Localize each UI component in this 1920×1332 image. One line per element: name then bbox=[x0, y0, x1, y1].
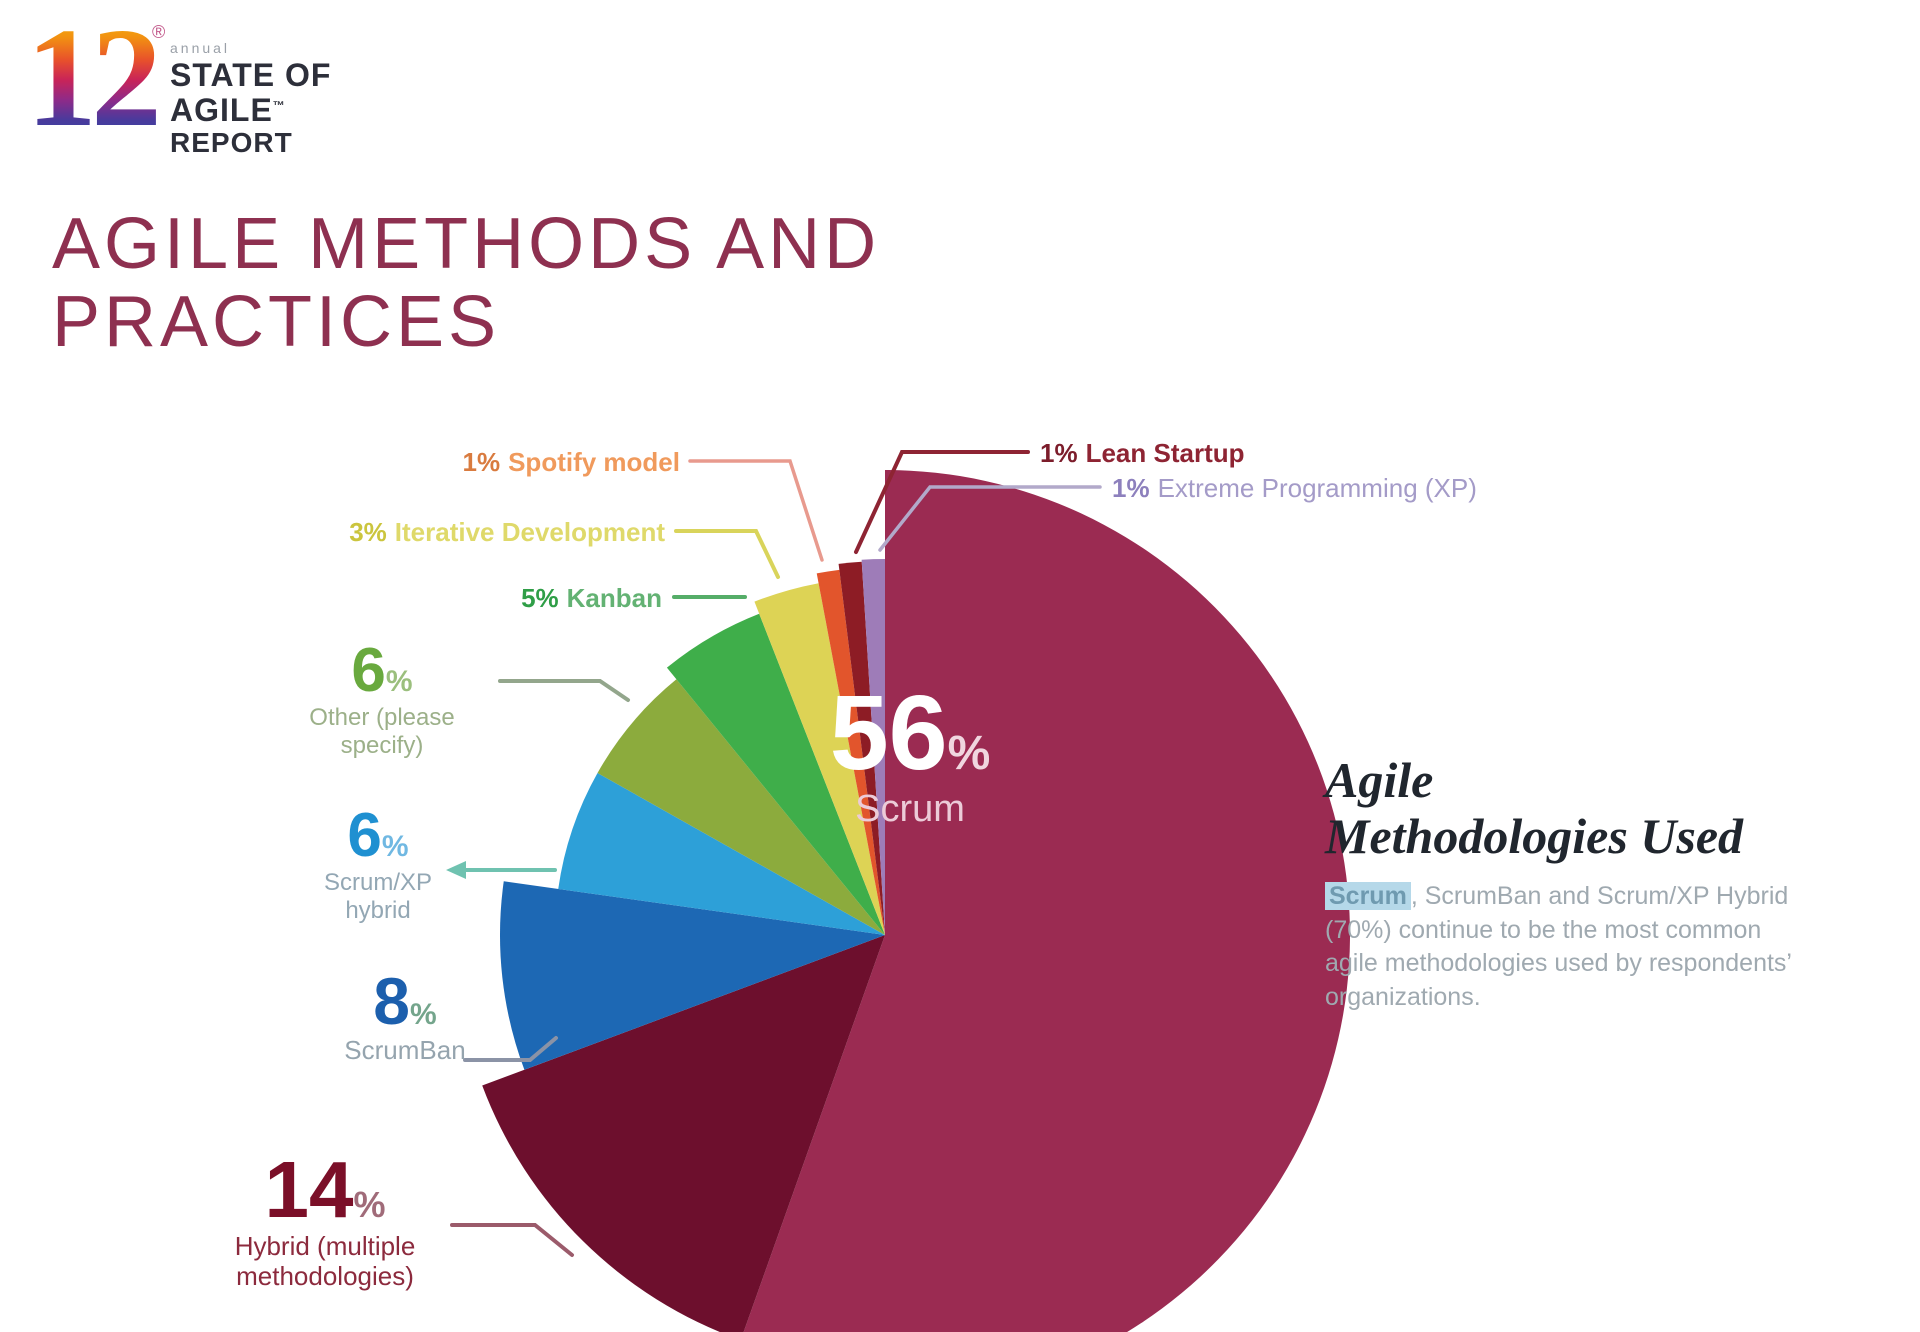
leader-line-scrumban bbox=[463, 1036, 558, 1062]
pie-slice-scrum-xp-hybrid bbox=[558, 772, 885, 935]
leader-line-xp bbox=[878, 485, 1102, 552]
kanban-percent: 5% bbox=[521, 583, 559, 613]
pie-slice-lean-startup bbox=[838, 561, 885, 935]
logo-annual-label: annual bbox=[170, 40, 231, 56]
callout-spotify: 1% Spotify model bbox=[380, 447, 680, 478]
kanban-label: Kanban bbox=[566, 583, 662, 613]
scrum-value: 56 bbox=[829, 674, 948, 792]
lean-percent: 1% bbox=[1040, 438, 1078, 468]
logo-wordmark: annual STATE OF AGILE™ REPORT bbox=[170, 40, 331, 159]
hybrid-value: 14 bbox=[264, 1145, 354, 1234]
callout-hybrid: 14% Hybrid (multiple methodologies) bbox=[175, 1150, 475, 1292]
logo-agile: AGILE™ bbox=[170, 91, 286, 128]
logo-report: REPORT bbox=[170, 127, 293, 159]
sidebar-paragraph-rest: , ScrumBan and Scrum/XP Hybrid (70%) con… bbox=[1325, 882, 1792, 1011]
callout-leader-lines bbox=[446, 450, 1102, 1257]
hybrid-label: Hybrid (multiple methodologies) bbox=[234, 1231, 416, 1291]
page-title-line1: AGILE METHODS AND bbox=[52, 204, 881, 284]
spotify-label: Spotify model bbox=[508, 447, 680, 477]
page-title-line2: PRACTICES bbox=[52, 281, 501, 362]
registered-mark: ® bbox=[152, 22, 166, 42]
scrumxp-label: Scrum/XP hybrid bbox=[323, 869, 433, 924]
pie-slice-hybrid-multiple-methodologies bbox=[482, 935, 885, 1332]
pie-slices bbox=[482, 470, 1350, 1332]
lean-label: Lean Startup bbox=[1085, 438, 1245, 468]
callout-kanban: 5% Kanban bbox=[412, 583, 662, 614]
scrumban-value: 8 bbox=[373, 964, 411, 1038]
scrum-percent-sign: % bbox=[947, 727, 991, 780]
scrumban-label: ScrumBan bbox=[344, 1035, 466, 1065]
leader-line-spotify bbox=[688, 459, 824, 562]
leader-line-iterative bbox=[674, 529, 780, 579]
sidebar-heading: Agile Methodologies Used bbox=[1325, 752, 1805, 864]
pie-slice-extreme-programming-xp bbox=[861, 559, 885, 935]
pie-slice-spotify-model bbox=[816, 569, 885, 935]
logo-12-numeral: 12 bbox=[26, 0, 162, 156]
pie-slice-scrumban bbox=[500, 881, 885, 1070]
pie-slice-other-please-specify bbox=[597, 679, 885, 935]
scrum-name: Scrum bbox=[855, 788, 965, 830]
callout-lean-startup: 1% Lean Startup bbox=[1040, 438, 1245, 469]
pie-center-label: 56% Scrum bbox=[770, 680, 1050, 831]
pie-slice-iterative-development bbox=[754, 583, 885, 935]
sidebar-paragraph: Scrum, ScrumBan and Scrum/XP Hybrid (70%… bbox=[1325, 880, 1795, 1014]
iterative-label: Iterative Development bbox=[394, 517, 665, 547]
page-title: AGILE METHODS AND PRACTICES bbox=[52, 204, 881, 362]
spotify-percent: 1% bbox=[462, 447, 501, 477]
xp-label: Extreme Programming (XP) bbox=[1157, 473, 1477, 503]
leader-line-other bbox=[498, 679, 630, 702]
logo-state-of: STATE OF bbox=[170, 57, 332, 93]
hybrid-percent-sign: % bbox=[353, 1184, 386, 1225]
scrumban-percent-sign: % bbox=[410, 998, 437, 1031]
other-percent-sign: % bbox=[385, 665, 413, 698]
leader-arrow-scrumxp bbox=[446, 861, 466, 879]
scrumxp-value: 6 bbox=[347, 801, 382, 870]
callout-iterative: 3% Iterative Development bbox=[315, 517, 665, 548]
other-label: Other (please specify) bbox=[309, 704, 455, 759]
leader-line-hybrid bbox=[450, 1223, 574, 1257]
iterative-percent: 3% bbox=[349, 517, 387, 547]
callout-scrumxp-hybrid: 6% Scrum/XP hybrid bbox=[258, 805, 498, 924]
callout-extreme-programming: 1% Extreme Programming (XP) bbox=[1112, 473, 1477, 504]
pie-slice-kanban bbox=[666, 613, 885, 935]
other-value: 6 bbox=[351, 636, 386, 705]
sidebar-heading-line2: Methodologies Used bbox=[1325, 808, 1744, 864]
pie-slice-scrum bbox=[743, 470, 1350, 1332]
sidebar-summary: Agile Methodologies Used Scrum, ScrumBan… bbox=[1325, 752, 1805, 1014]
xp-percent: 1% bbox=[1112, 473, 1150, 503]
trademark-mark: ™ bbox=[272, 97, 286, 112]
scrumxp-percent-sign: % bbox=[381, 830, 409, 863]
callout-other: 6% Other (please specify) bbox=[262, 640, 502, 759]
leader-line-lean bbox=[854, 450, 1030, 554]
sidebar-heading-line1: Agile bbox=[1325, 752, 1434, 808]
highlighted-scrum: Scrum bbox=[1325, 882, 1411, 910]
callout-scrumban: 8% ScrumBan bbox=[285, 968, 525, 1066]
